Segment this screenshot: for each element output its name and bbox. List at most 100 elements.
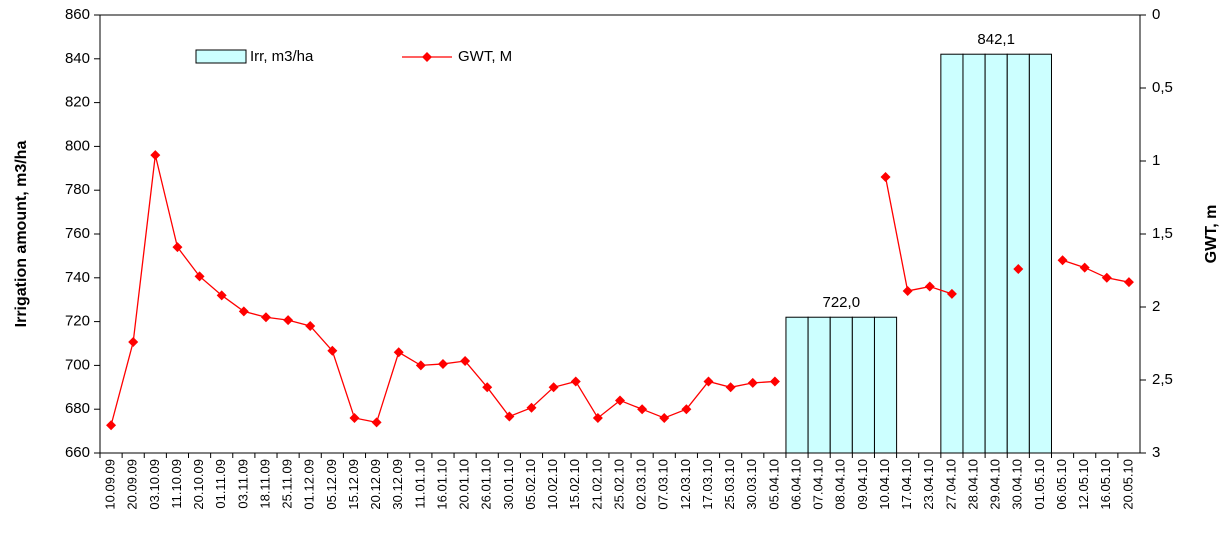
marker <box>1123 277 1134 288</box>
x-tick-label: 17.04.10 <box>899 459 914 510</box>
x-tick-label: 29.04.10 <box>988 459 1003 510</box>
x-tick-label: 26.01.10 <box>479 459 494 510</box>
legend-swatch <box>422 52 432 62</box>
x-tick-label: 27.04.10 <box>943 459 958 510</box>
marker <box>238 306 249 317</box>
x-tick-label: 07.03.10 <box>656 459 671 510</box>
marker <box>637 404 648 415</box>
marker <box>1013 264 1024 275</box>
y-tick-label: 800 <box>65 137 90 154</box>
data-label: 722,0 <box>823 294 861 311</box>
x-tick-label: 05.02.10 <box>523 459 538 510</box>
legend-label: GWT, M <box>458 48 512 65</box>
marker <box>681 404 692 415</box>
marker <box>747 377 758 388</box>
marker <box>526 402 537 413</box>
marker <box>924 281 935 292</box>
x-tick-label: 11.10.09 <box>169 459 184 509</box>
x-tick-label: 16.05.10 <box>1098 459 1113 510</box>
y2-tick-label: 0 <box>1152 6 1160 23</box>
bar <box>940 53 964 454</box>
y-tick-label: 780 <box>65 181 90 198</box>
x-tick-label: 15.02.10 <box>567 459 582 510</box>
x-tick-label: 30.12.09 <box>390 459 405 510</box>
marker <box>769 376 780 387</box>
marker <box>460 356 471 367</box>
x-tick-label: 02.03.10 <box>634 459 649 510</box>
y-tick-label: 740 <box>65 269 90 286</box>
marker <box>393 347 404 358</box>
bar <box>1028 53 1052 454</box>
marker <box>194 271 205 282</box>
y-axis-label: Irrigation amount, m3/ha <box>13 141 30 328</box>
marker <box>283 315 294 326</box>
bar <box>807 316 831 454</box>
x-tick-label: 01.12.09 <box>302 459 317 510</box>
bar <box>962 53 986 454</box>
marker <box>437 358 448 369</box>
y2-tick-label: 0,5 <box>1152 79 1173 96</box>
bar <box>851 316 875 454</box>
marker <box>703 376 714 387</box>
y-tick-label: 860 <box>65 6 90 23</box>
legend-label: Irr, m3/ha <box>250 48 314 65</box>
x-tick-label: 12.05.10 <box>1076 459 1091 510</box>
x-tick-label: 25.02.10 <box>611 459 626 510</box>
marker <box>1057 255 1068 266</box>
marker <box>880 172 891 183</box>
x-tick-label: 17.03.10 <box>700 459 715 510</box>
y-tick-label: 760 <box>65 225 90 242</box>
marker <box>371 417 382 428</box>
x-tick-label: 20.05.10 <box>1120 459 1135 510</box>
y2-axis-label: GWT, m <box>1203 205 1220 264</box>
marker <box>725 382 736 393</box>
y2-tick-label: 1,5 <box>1152 225 1173 242</box>
x-tick-label: 03.10.09 <box>147 459 162 510</box>
x-tick-label: 10.04.10 <box>877 459 892 510</box>
y2-tick-label: 3 <box>1152 444 1160 461</box>
y-tick-label: 840 <box>65 50 90 67</box>
x-tick-label: 05.04.10 <box>766 459 781 510</box>
marker <box>260 312 271 323</box>
marker <box>659 412 670 423</box>
y-tick-label: 720 <box>65 313 90 330</box>
x-tick-label: 20.12.09 <box>368 459 383 510</box>
marker <box>1101 272 1112 283</box>
marker <box>504 411 515 422</box>
y-tick-label: 660 <box>65 444 90 461</box>
bar <box>785 316 809 454</box>
marker <box>128 337 139 348</box>
x-tick-label: 10.02.10 <box>545 459 560 510</box>
x-tick-label: 03.11.09 <box>235 459 250 509</box>
marker <box>570 376 581 387</box>
marker <box>327 345 338 356</box>
y2-tick-label: 2 <box>1152 298 1160 315</box>
marker <box>216 290 227 301</box>
x-tick-label: 18.11.09 <box>257 459 272 509</box>
x-tick-label: 28.04.10 <box>965 459 980 510</box>
marker <box>150 150 161 161</box>
bar <box>1006 53 1030 454</box>
data-label: 842,1 <box>977 31 1015 48</box>
marker <box>1079 262 1090 273</box>
x-tick-label: 06.04.10 <box>788 459 803 510</box>
x-tick-label: 15.12.09 <box>346 459 361 510</box>
marker <box>615 395 625 406</box>
marker <box>946 288 957 299</box>
x-tick-label: 08.04.10 <box>833 459 848 510</box>
marker <box>902 285 913 296</box>
x-tick-label: 23.04.10 <box>921 459 936 510</box>
x-tick-label: 20.01.10 <box>457 459 472 510</box>
y-tick-label: 680 <box>65 400 90 417</box>
marker <box>548 382 559 393</box>
y2-tick-label: 1 <box>1152 152 1160 169</box>
bar <box>984 53 1008 454</box>
x-tick-label: 20.10.09 <box>191 459 206 510</box>
legend-swatch <box>195 49 247 64</box>
x-tick-label: 01.11.09 <box>213 459 228 509</box>
x-tick-label: 01.05.10 <box>1032 459 1047 510</box>
x-tick-label: 16.01.10 <box>434 459 449 510</box>
marker <box>592 412 603 423</box>
x-tick-label: 30.04.10 <box>1010 459 1025 510</box>
